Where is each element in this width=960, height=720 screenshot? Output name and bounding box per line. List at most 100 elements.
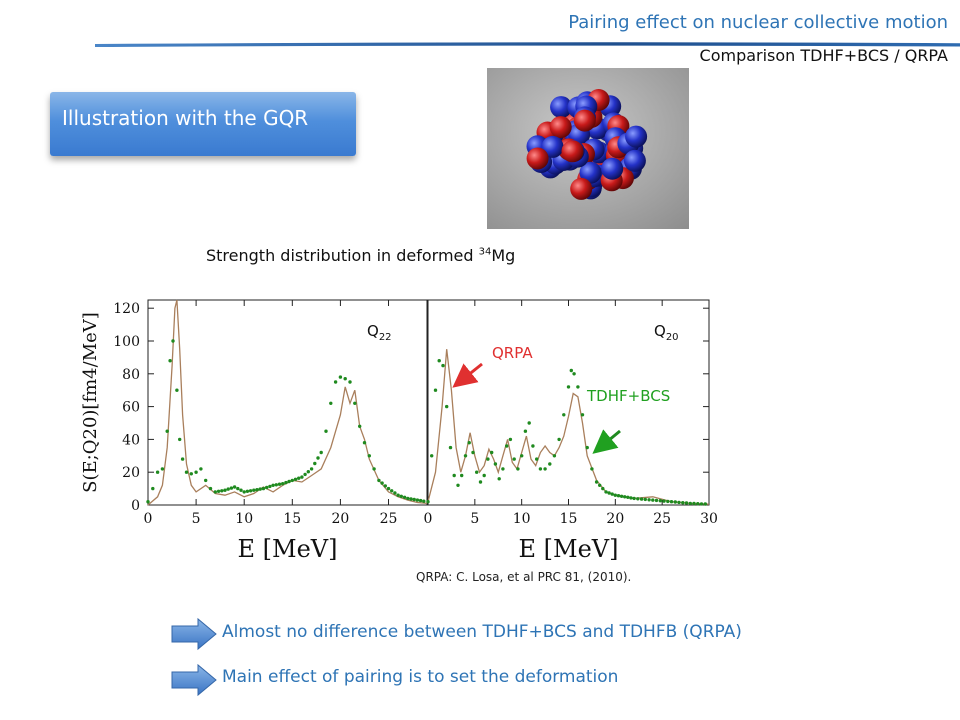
tdhf-point: [220, 489, 224, 493]
tdhf-point: [497, 477, 501, 481]
tdhf-point: [636, 497, 640, 501]
tdhf-point: [467, 441, 471, 445]
tdhf-point: [654, 498, 659, 503]
tdhf-point: [692, 501, 696, 506]
tdhf-point: [194, 470, 198, 474]
tdhf-point: [669, 500, 674, 504]
tdhf-point: [482, 473, 486, 478]
tdhf-point: [393, 491, 397, 495]
x-tick-label: 25: [653, 511, 671, 527]
slide-title: Pairing effect on nuclear collective mot…: [568, 12, 948, 33]
x-tick-label: 5: [192, 511, 201, 527]
tdhf-point: [348, 380, 352, 384]
tdhf-point: [610, 492, 614, 496]
tdhf-point: [208, 486, 213, 491]
tdhf-point: [626, 495, 630, 499]
tdhf-point: [226, 487, 230, 491]
tdhf-point: [316, 456, 320, 460]
tdhf-point: [265, 485, 269, 490]
tdhf-point: [412, 497, 416, 502]
tdhf-annotation: TDHF+BCS: [586, 387, 670, 405]
arrow-bullet-icon: [171, 617, 217, 651]
tdhf-point: [548, 462, 552, 466]
tdhf-point: [681, 501, 685, 505]
tdhf-point: [204, 478, 208, 483]
tdhf-point: [598, 483, 602, 487]
qrpa-arrow: [452, 362, 483, 388]
x-tick-label: 15: [560, 511, 578, 527]
tdhf-point: [673, 500, 677, 504]
tdhf-point: [552, 454, 557, 458]
tdhf-point: [658, 499, 662, 503]
tdhf-point: [223, 488, 227, 492]
tdhf-point: [616, 494, 621, 498]
tdhf-point: [268, 484, 272, 489]
tdhf-point: [531, 444, 535, 448]
tdhf-point: [303, 472, 307, 477]
tdhf-point: [662, 499, 666, 503]
tdhf-point: [297, 476, 301, 480]
tdhf-point: [572, 372, 576, 376]
tdhf-point: [372, 467, 376, 471]
tdhf-point: [409, 497, 413, 501]
tdhf-point: [245, 489, 250, 493]
tdhf-point: [441, 363, 445, 368]
tdhf-point: [493, 462, 498, 466]
tdhf-point: [505, 444, 509, 448]
tdhf-point: [313, 461, 317, 466]
y-tick-label: 20: [122, 465, 140, 481]
tdhf-point: [155, 470, 160, 474]
tdhf-point: [216, 489, 221, 493]
tdhf-point: [604, 490, 608, 494]
tdhf-point: [590, 467, 594, 471]
tdhf-point: [490, 450, 494, 455]
tdhf-point: [516, 467, 520, 471]
plot-title-text: Strength distribution in deformed: [206, 246, 479, 265]
tdhf-point: [647, 498, 651, 502]
y-tick-label: 80: [122, 367, 140, 383]
tdhf-point: [319, 450, 323, 455]
tdhf-point: [448, 445, 453, 450]
tdhf-point: [309, 467, 314, 471]
tdhf-point: [160, 467, 165, 471]
nucleus-image: [487, 68, 689, 229]
tdhf-point: [171, 339, 175, 343]
qrpa-annotation: QRPA: [492, 344, 533, 362]
tdhf-point: [333, 380, 338, 384]
tdhf-point: [437, 359, 441, 363]
tdhf-point: [426, 500, 430, 504]
tdhf-point: [456, 483, 460, 487]
arrow-bullet-icon: [171, 663, 217, 697]
x-tick-label: 0: [424, 511, 433, 527]
tdhf-point: [248, 489, 253, 493]
tdhf-point: [232, 485, 237, 489]
tdhf-point: [343, 377, 347, 381]
tdhf-point: [520, 454, 524, 458]
tdhf-point: [165, 429, 169, 433]
x-tick-label: 0: [144, 511, 153, 527]
y-tick-label: 60: [122, 400, 140, 416]
tdhf-point: [535, 457, 539, 461]
tdhf-point: [677, 500, 681, 505]
bullet-text-2: Main effect of pairing is to set the def…: [222, 667, 619, 687]
x-axis-label: E [MeV]: [519, 535, 619, 563]
tdhf-point: [623, 495, 627, 499]
tdhf-point: [390, 489, 394, 493]
tdhf-arrow: [592, 429, 621, 454]
bullet-text-1: Almost no difference between TDHF+BCS an…: [222, 622, 742, 642]
x-tick-label: 25: [380, 511, 398, 527]
x-tick-label: 20: [331, 511, 349, 527]
tdhf-point: [277, 482, 282, 486]
tdhf-point: [377, 478, 381, 483]
x-tick-label: 30: [700, 511, 718, 527]
tdhf-point: [383, 484, 387, 488]
panel-label: Q20: [654, 322, 679, 343]
tdhf-point: [601, 486, 605, 491]
plot-title: Strength distribution in deformed 34Mg: [206, 246, 515, 265]
panel-label-subscript: 22: [379, 332, 392, 343]
tdhf-point: [380, 481, 384, 485]
tdhf-point: [406, 496, 410, 501]
tdhf-point: [508, 437, 513, 442]
x-tick-label: 10: [513, 511, 531, 527]
tdhf-point: [418, 498, 423, 503]
